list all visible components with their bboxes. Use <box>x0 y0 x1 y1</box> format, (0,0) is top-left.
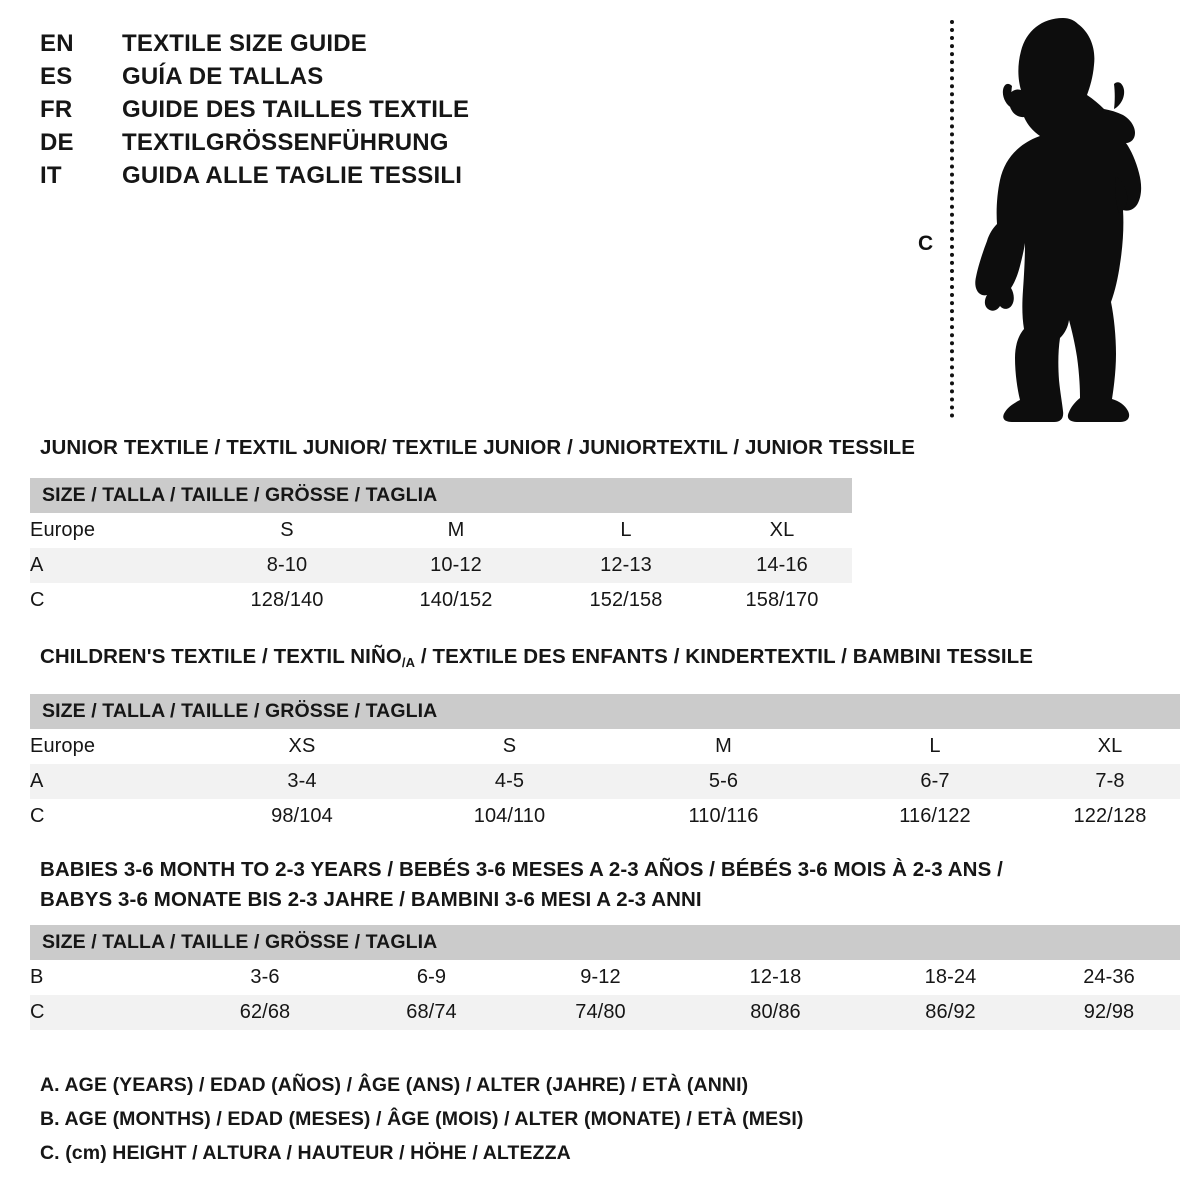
cell-value: 122/128 <box>1040 799 1180 834</box>
junior-size-table: SIZE / TALLA / TAILLE / GRÖSSE / TAGLIA … <box>30 478 852 618</box>
cell-value: 3-4 <box>202 764 402 799</box>
language-row-en: EN TEXTILE SIZE GUIDE <box>40 30 560 63</box>
table-row: C 98/104 104/110 110/116 116/122 122/128 <box>30 799 1180 834</box>
cell-value: S <box>402 729 617 764</box>
row-label: A <box>30 548 202 583</box>
height-dotted-line <box>950 20 954 418</box>
cell-value: 3-6 <box>180 960 350 995</box>
cell-value: 98/104 <box>202 799 402 834</box>
babies-table-header-bar: SIZE / TALLA / TAILLE / GRÖSSE / TAGLIA <box>30 925 1181 960</box>
language-code: ES <box>40 63 73 90</box>
cell-value: 128/140 <box>202 583 372 618</box>
cell-value: L <box>830 729 1040 764</box>
table-row: C 62/68 68/74 74/80 80/86 86/92 92/98 <box>30 995 1181 1030</box>
children-section-title: CHILDREN'S TEXTILE / TEXTIL NIÑO/A / TEX… <box>40 645 1033 670</box>
cell-value: 110/116 <box>617 799 830 834</box>
cell-value: 12-18 <box>688 960 863 995</box>
legend-line-b: B. AGE (MONTHS) / EDAD (MESES) / ÂGE (MO… <box>40 1108 804 1130</box>
cell-value: L <box>540 513 712 548</box>
language-row-it: IT GUIDA ALLE TAGLIE TESSILI <box>40 162 560 195</box>
language-title: GUIDE DES TAILLES TEXTILE <box>122 96 470 123</box>
cell-value: M <box>617 729 830 764</box>
language-code: FR <box>40 96 73 123</box>
row-label: C <box>30 583 202 618</box>
measurement-legend: A. AGE (YEARS) / EDAD (AÑOS) / ÂGE (ANS)… <box>40 1068 803 1170</box>
table-row: Europe XS S M L XL <box>30 729 1180 764</box>
cell-value: 116/122 <box>830 799 1040 834</box>
cell-value: 6-7 <box>830 764 1040 799</box>
row-label: Europe <box>30 513 202 548</box>
height-illustration: C <box>900 14 1180 424</box>
cell-value: 104/110 <box>402 799 617 834</box>
language-code: IT <box>40 162 62 189</box>
toddler-silhouette-icon <box>975 18 1142 422</box>
language-row-fr: FR GUIDE DES TAILLES TEXTILE <box>40 96 560 129</box>
table-row: C 128/140 140/152 152/158 158/170 <box>30 583 852 618</box>
cell-value: 24-36 <box>1038 960 1181 995</box>
children-table-header-bar: SIZE / TALLA / TAILLE / GRÖSSE / TAGLIA <box>30 694 1180 729</box>
children-title-pre: CHILDREN'S TEXTILE / TEXTIL NIÑO <box>40 645 402 668</box>
cell-value: 80/86 <box>688 995 863 1030</box>
language-code: DE <box>40 129 74 156</box>
language-title: TEXTILE SIZE GUIDE <box>122 30 367 57</box>
children-title-subscript: /A <box>401 655 416 670</box>
row-label: A <box>30 764 202 799</box>
babies-section-title-line1: BABIES 3-6 MONTH TO 2-3 YEARS / BEBÉS 3-… <box>40 858 1003 881</box>
cell-value: 12-13 <box>540 548 712 583</box>
cell-value: 14-16 <box>712 548 852 583</box>
children-title-post: / TEXTILE DES ENFANTS / KINDERTEXTIL / B… <box>415 645 1034 668</box>
cell-value: 158/170 <box>712 583 852 618</box>
cell-value: 152/158 <box>540 583 712 618</box>
cell-value: 62/68 <box>180 995 350 1030</box>
babies-section-title-line2: BABYS 3-6 MONATE BIS 2-3 JAHRE / BAMBINI… <box>40 888 702 911</box>
row-label: C <box>30 995 180 1030</box>
height-measure-label: C <box>918 232 934 255</box>
babies-size-table: SIZE / TALLA / TAILLE / GRÖSSE / TAGLIA … <box>30 925 1181 1030</box>
children-size-table: SIZE / TALLA / TAILLE / GRÖSSE / TAGLIA … <box>30 694 1180 834</box>
row-label: Europe <box>30 729 202 764</box>
cell-value: 68/74 <box>350 995 513 1030</box>
cell-value: 6-9 <box>350 960 513 995</box>
table-row: B 3-6 6-9 9-12 12-18 18-24 24-36 <box>30 960 1181 995</box>
cell-value: 74/80 <box>513 995 688 1030</box>
cell-value: XL <box>712 513 852 548</box>
cell-value: S <box>202 513 372 548</box>
row-label: C <box>30 799 202 834</box>
cell-value: 10-12 <box>372 548 540 583</box>
cell-value: 140/152 <box>372 583 540 618</box>
language-row-es: ES GUÍA DE TALLAS <box>40 63 560 96</box>
cell-value: XS <box>202 729 402 764</box>
language-row-de: DE TEXTILGRÖSSENFÜHRUNG <box>40 129 560 162</box>
babies-size-header-label: SIZE / TALLA / TAILLE / GRÖSSE / TAGLIA <box>30 925 1181 960</box>
cell-value: XL <box>1040 729 1180 764</box>
cell-value: M <box>372 513 540 548</box>
cell-value: 4-5 <box>402 764 617 799</box>
language-title-block: EN TEXTILE SIZE GUIDE ES GUÍA DE TALLAS … <box>40 30 560 195</box>
legend-line-c: C. (cm) HEIGHT / ALTURA / HAUTEUR / HÖHE… <box>40 1142 571 1164</box>
cell-value: 7-8 <box>1040 764 1180 799</box>
language-title: TEXTILGRÖSSENFÜHRUNG <box>122 129 449 156</box>
cell-value: 18-24 <box>863 960 1038 995</box>
junior-table-header-bar: SIZE / TALLA / TAILLE / GRÖSSE / TAGLIA <box>30 478 852 513</box>
cell-value: 92/98 <box>1038 995 1181 1030</box>
language-title: GUIDA ALLE TAGLIE TESSILI <box>122 162 463 189</box>
row-label: B <box>30 960 180 995</box>
junior-section-title: JUNIOR TEXTILE / TEXTIL JUNIOR/ TEXTILE … <box>40 436 915 459</box>
junior-size-header-label: SIZE / TALLA / TAILLE / GRÖSSE / TAGLIA <box>30 478 852 513</box>
table-row: Europe S M L XL <box>30 513 852 548</box>
children-size-header-label: SIZE / TALLA / TAILLE / GRÖSSE / TAGLIA <box>30 694 1180 729</box>
cell-value: 5-6 <box>617 764 830 799</box>
cell-value: 86/92 <box>863 995 1038 1030</box>
language-title: GUÍA DE TALLAS <box>122 63 324 90</box>
cell-value: 8-10 <box>202 548 372 583</box>
legend-line-a: A. AGE (YEARS) / EDAD (AÑOS) / ÂGE (ANS)… <box>40 1074 749 1096</box>
language-code: EN <box>40 30 74 57</box>
cell-value: 9-12 <box>513 960 688 995</box>
table-row: A 8-10 10-12 12-13 14-16 <box>30 548 852 583</box>
table-row: A 3-4 4-5 5-6 6-7 7-8 <box>30 764 1180 799</box>
